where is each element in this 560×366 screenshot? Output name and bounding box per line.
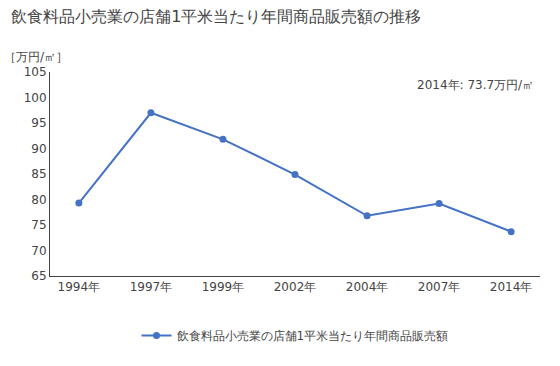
svg-text:2014年: 73.7万円/㎡: 2014年: 73.7万円/㎡ <box>417 78 534 92</box>
svg-text:80: 80 <box>31 193 46 207</box>
svg-text:2014年: 2014年 <box>490 280 533 294</box>
svg-text:2004年: 2004年 <box>346 280 389 294</box>
svg-text:85: 85 <box>31 167 46 181</box>
svg-text:90: 90 <box>31 142 46 156</box>
svg-text:飲食料品小売業の店舗1平米当たり年間商品販売額: 飲食料品小売業の店舗1平米当たり年間商品販売額 <box>177 329 449 343</box>
svg-text:95: 95 <box>31 116 46 130</box>
svg-text:1999年: 1999年 <box>202 280 245 294</box>
svg-text:2002年: 2002年 <box>274 280 317 294</box>
svg-text:1994年: 1994年 <box>58 280 101 294</box>
svg-text:飲食料品小売業の店舗1平米当たり年間商品販売額の推移: 飲食料品小売業の店舗1平米当たり年間商品販売額の推移 <box>11 7 421 26</box>
svg-text:100: 100 <box>24 91 47 105</box>
svg-text:105: 105 <box>24 65 47 79</box>
svg-text:［万円/㎡］: ［万円/㎡］ <box>4 50 68 64</box>
svg-text:70: 70 <box>31 244 46 258</box>
svg-text:1997年: 1997年 <box>130 280 173 294</box>
svg-text:75: 75 <box>31 218 46 232</box>
svg-text:2007年: 2007年 <box>418 280 461 294</box>
svg-text:65: 65 <box>31 269 46 283</box>
